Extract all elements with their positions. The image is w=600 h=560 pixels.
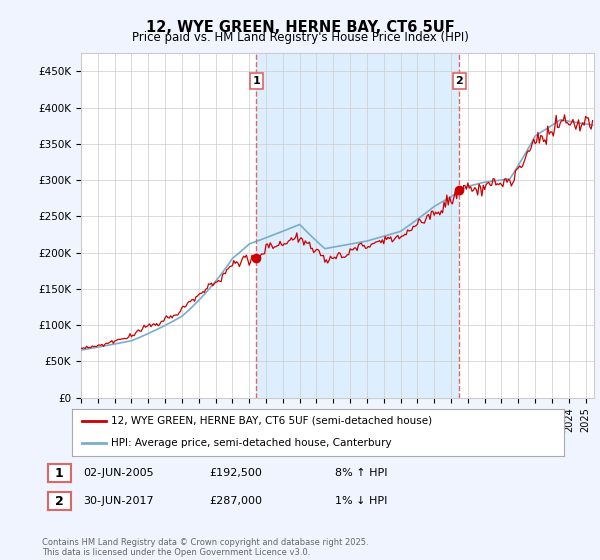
12, WYE GREEN, HERNE BAY, CT6 5UF (semi-detached house): [166, 315, 173, 321]
Text: 2: 2: [455, 76, 463, 86]
Text: £192,500: £192,500: [209, 468, 262, 478]
HPI: Average price, semi-detached house, Canterbury: (2e+03, 1.17e+05): Average price, semi-detached house, Cant…: [182, 309, 190, 316]
Text: 1% ↓ HPI: 1% ↓ HPI: [335, 496, 387, 506]
Text: 30-JUN-2017: 30-JUN-2017: [83, 496, 154, 506]
12, WYE GREEN, HERNE BAY, CT6 5UF (semi-detached house): [82, 345, 89, 352]
HPI: Average price, semi-detached house, Canterbury: (2e+03, 7.84e+04): Average price, semi-detached house, Cant…: [128, 337, 135, 344]
Bar: [256, 53, 460, 398]
HPI: Average price, semi-detached house, Canterbury: (2e+03, 6.55e+04): Average price, semi-detached house, Cant…: [77, 347, 85, 353]
Text: 8% ↑ HPI: 8% ↑ HPI: [335, 468, 388, 478]
Text: 02-JUN-2005: 02-JUN-2005: [83, 468, 154, 478]
12, WYE GREEN, HERNE BAY, CT6 5UF (semi-detached house): [184, 300, 191, 306]
12, WYE GREEN, HERNE BAY, CT6 5UF (semi-detached house): [429, 208, 436, 214]
Text: Contains HM Land Registry data © Crown copyright and database right 2025.
This d: Contains HM Land Registry data © Crown c…: [42, 538, 368, 557]
HPI: Average price, semi-detached house, Canterbury: (2.02e+03, 2.61e+05): Average price, semi-detached house, Cant…: [428, 206, 435, 212]
Line: 12, WYE GREEN, HERNE BAY, CT6 5UF (semi-detached house): 12, WYE GREEN, HERNE BAY, CT6 5UF (semi-…: [81, 115, 593, 348]
HPI: Average price, semi-detached house, Canterbury: (2e+03, 1.02e+05): Average price, semi-detached house, Cant…: [164, 320, 172, 327]
Text: 12, WYE GREEN, HERNE BAY, CT6 5UF: 12, WYE GREEN, HERNE BAY, CT6 5UF: [146, 20, 454, 35]
Text: 1: 1: [253, 76, 260, 86]
HPI: Average price, semi-detached house, Canterbury: (2.03e+03, 3.76e+05): Average price, semi-detached house, Cant…: [589, 122, 596, 128]
Text: 1: 1: [55, 466, 64, 480]
Text: 2: 2: [55, 494, 64, 508]
12, WYE GREEN, HERNE BAY, CT6 5UF (semi-detached house): [561, 111, 568, 118]
HPI: Average price, semi-detached house, Canterbury: (2.02e+03, 3.83e+05): Average price, semi-detached house, Cant…: [557, 116, 564, 123]
12, WYE GREEN, HERNE BAY, CT6 5UF (semi-detached house): [129, 332, 136, 338]
HPI: Average price, semi-detached house, Canterbury: (2.01e+03, 2.13e+05): Average price, semi-detached house, Cant…: [353, 240, 361, 246]
12, WYE GREEN, HERNE BAY, CT6 5UF (semi-detached house): [355, 241, 362, 248]
12, WYE GREEN, HERNE BAY, CT6 5UF (semi-detached house): [457, 191, 464, 198]
Line: HPI: Average price, semi-detached house, Canterbury: HPI: Average price, semi-detached house,…: [81, 120, 593, 350]
Text: HPI: Average price, semi-detached house, Canterbury: HPI: Average price, semi-detached house,…: [112, 438, 392, 448]
HPI: Average price, semi-detached house, Canterbury: (2.02e+03, 2.84e+05): Average price, semi-detached house, Cant…: [456, 188, 463, 195]
Text: £287,000: £287,000: [209, 496, 262, 506]
12, WYE GREEN, HERNE BAY, CT6 5UF (semi-detached house): [589, 117, 596, 124]
12, WYE GREEN, HERNE BAY, CT6 5UF (semi-detached house): [77, 345, 85, 352]
Text: Price paid vs. HM Land Registry's House Price Index (HPI): Price paid vs. HM Land Registry's House …: [131, 31, 469, 44]
Text: 12, WYE GREEN, HERNE BAY, CT6 5UF (semi-detached house): 12, WYE GREEN, HERNE BAY, CT6 5UF (semi-…: [112, 416, 433, 426]
